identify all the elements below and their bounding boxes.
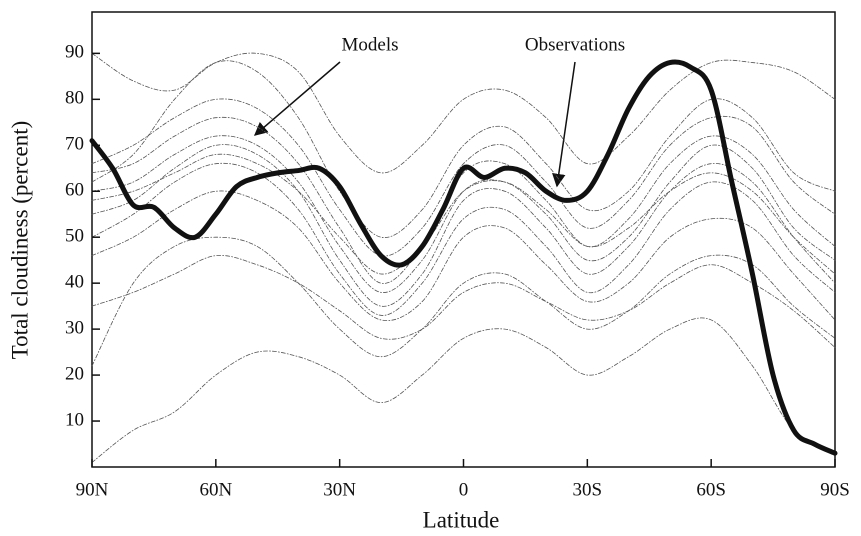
x-tick-label: 90N	[76, 479, 109, 500]
y-tick-label: 60	[65, 180, 84, 201]
x-tick-label: 0	[459, 479, 469, 500]
model-line	[91, 60, 836, 238]
y-tick-label: 40	[65, 272, 84, 293]
annotation: Observations	[525, 34, 625, 55]
annotation-arrow	[253, 61, 341, 136]
y-tick-label: 20	[65, 363, 84, 384]
model-line	[91, 116, 836, 284]
model-line	[91, 317, 836, 463]
model-line	[91, 52, 836, 174]
model-line	[91, 98, 836, 257]
y-tick-label: 10	[65, 409, 84, 430]
x-tick-label: 60N	[199, 479, 232, 500]
y-tick-label: 30	[65, 317, 84, 338]
model-line	[91, 254, 836, 348]
y-tick-label: 50	[65, 226, 84, 247]
annotation-arrow	[552, 61, 576, 188]
model-line	[91, 162, 836, 316]
annotation: Models	[342, 34, 399, 55]
lines	[89, 52, 838, 463]
y-tick-label: 70	[65, 134, 84, 155]
y-axis-title: Total cloudiness (percent)	[7, 121, 32, 360]
model-line	[91, 236, 836, 367]
x-tick-label: 30N	[323, 479, 356, 500]
x-axis-title: Latitude	[423, 507, 500, 532]
model-line	[91, 144, 836, 307]
x-tick-label: 90S	[820, 479, 850, 500]
y-tick-label: 90	[65, 42, 84, 63]
y-tick-label: 80	[65, 88, 84, 109]
model-line	[91, 153, 836, 275]
plot-frame	[91, 11, 836, 468]
observations-line	[89, 59, 838, 456]
model-line	[91, 190, 836, 321]
model-line	[91, 135, 836, 293]
x-tick-label: 30S	[573, 479, 603, 500]
x-tick-label: 60S	[696, 479, 726, 500]
